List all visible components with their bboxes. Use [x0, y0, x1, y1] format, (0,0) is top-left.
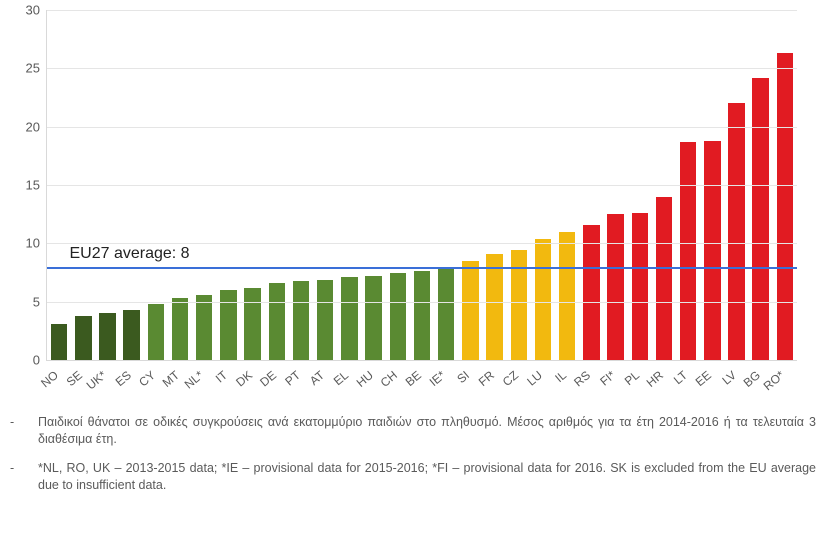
bar-nl — [196, 295, 212, 360]
y-tick-label: 10 — [0, 236, 40, 251]
bar-lt — [680, 142, 696, 360]
x-tick-label: CY — [136, 368, 158, 389]
bar-lv — [728, 103, 744, 360]
bar-el — [341, 277, 357, 360]
bar-hr — [656, 197, 672, 360]
gridline — [47, 243, 797, 244]
y-tick-label: 25 — [0, 61, 40, 76]
x-tick-label: DK — [233, 368, 255, 389]
x-tick-label: PT — [282, 368, 303, 389]
footnote-text: *NL, RO, UK – 2013-2015 data; *IE – prov… — [38, 460, 816, 494]
x-tick-label: IE* — [427, 368, 448, 389]
y-tick-label: 5 — [0, 294, 40, 309]
chart-container: EU27 average: 8 0 5 10 15 20 25 30 NOSEUK*ESCY… — [0, 0, 826, 404]
x-tick-label: AT — [307, 368, 327, 388]
x-tick-label: EE — [693, 368, 714, 389]
bar-lu — [535, 239, 551, 360]
x-tick-label: SI — [455, 368, 473, 386]
footnote-item: -*NL, RO, UK – 2013-2015 data; *IE – pro… — [10, 460, 816, 494]
bar-se — [75, 316, 91, 360]
x-tick-label: EL — [331, 368, 351, 388]
bar-ch — [390, 273, 406, 361]
y-tick-label: 20 — [0, 119, 40, 134]
bar-ro — [777, 53, 793, 360]
bar-rs — [583, 225, 599, 360]
y-tick-label: 15 — [0, 178, 40, 193]
x-tick-label: NL* — [182, 368, 206, 392]
bar-pt — [293, 281, 309, 360]
x-tick-label: LV — [719, 368, 739, 388]
avg-line — [47, 267, 797, 269]
bar-uk — [99, 313, 115, 360]
x-tick-label: PL — [621, 368, 641, 388]
bar-hu — [365, 276, 381, 360]
gridline — [47, 302, 797, 303]
x-tick-label: RO* — [761, 368, 787, 393]
x-tick-label: LT — [671, 368, 690, 387]
gridline — [47, 68, 797, 69]
x-tick-label: FR — [475, 368, 496, 389]
x-tick-label: FI* — [597, 368, 618, 389]
footnotes: -Παιδικοί θάνατοι σε οδικές συγκρούσεις … — [10, 414, 816, 506]
x-tick-label: ES — [112, 368, 133, 389]
footnote-bullet: - — [10, 460, 38, 494]
x-tick-label: IT — [213, 368, 230, 386]
x-tick-label: IL — [552, 368, 569, 385]
bar-be — [414, 271, 430, 360]
x-axis-labels: NOSEUK*ESCYMTNL*ITDKDEPTATELHUCHBEIE*SIF… — [46, 362, 796, 402]
bar-fi — [607, 214, 623, 360]
bar-mt — [172, 298, 188, 360]
bar-fr — [486, 254, 502, 360]
footnote-text: Παιδικοί θάνατοι σε οδικές συγκρούσεις α… — [38, 414, 816, 448]
bar-pl — [632, 213, 648, 360]
gridline — [47, 127, 797, 128]
bar-il — [559, 232, 575, 360]
x-tick-label: CH — [378, 368, 400, 390]
avg-line-label: EU27 average: 8 — [70, 245, 190, 263]
x-tick-label: UK* — [84, 368, 109, 392]
gridline — [47, 185, 797, 186]
bar-no — [51, 324, 67, 360]
bar-bg — [752, 78, 768, 360]
x-tick-label: SE — [64, 368, 85, 389]
x-tick-label: RS — [572, 368, 594, 389]
bar-it — [220, 290, 236, 360]
x-tick-label: HU — [353, 368, 375, 390]
y-tick-label: 30 — [0, 3, 40, 18]
x-tick-label: DE — [257, 368, 279, 389]
footnote-bullet: - — [10, 414, 38, 448]
bar-ie — [438, 268, 454, 360]
x-tick-label: HR — [644, 368, 666, 390]
bar-cy — [148, 304, 164, 360]
bar-ee — [704, 141, 720, 360]
x-tick-label: NO — [38, 368, 61, 390]
bar-si — [462, 261, 478, 360]
y-tick-label: 0 — [0, 353, 40, 368]
x-tick-label: BG — [740, 368, 762, 390]
bar-dk — [244, 288, 260, 360]
footnote-item: -Παιδικοί θάνατοι σε οδικές συγκρούσεις … — [10, 414, 816, 448]
x-tick-label: BE — [403, 368, 424, 389]
bar-de — [269, 283, 285, 360]
gridline — [47, 10, 797, 11]
bar-es — [123, 310, 139, 360]
plot-area: EU27 average: 8 — [46, 10, 797, 361]
bar-at — [317, 280, 333, 361]
x-tick-label: LU — [524, 368, 545, 389]
x-tick-label: CZ — [500, 368, 521, 389]
x-tick-label: MT — [160, 368, 182, 390]
